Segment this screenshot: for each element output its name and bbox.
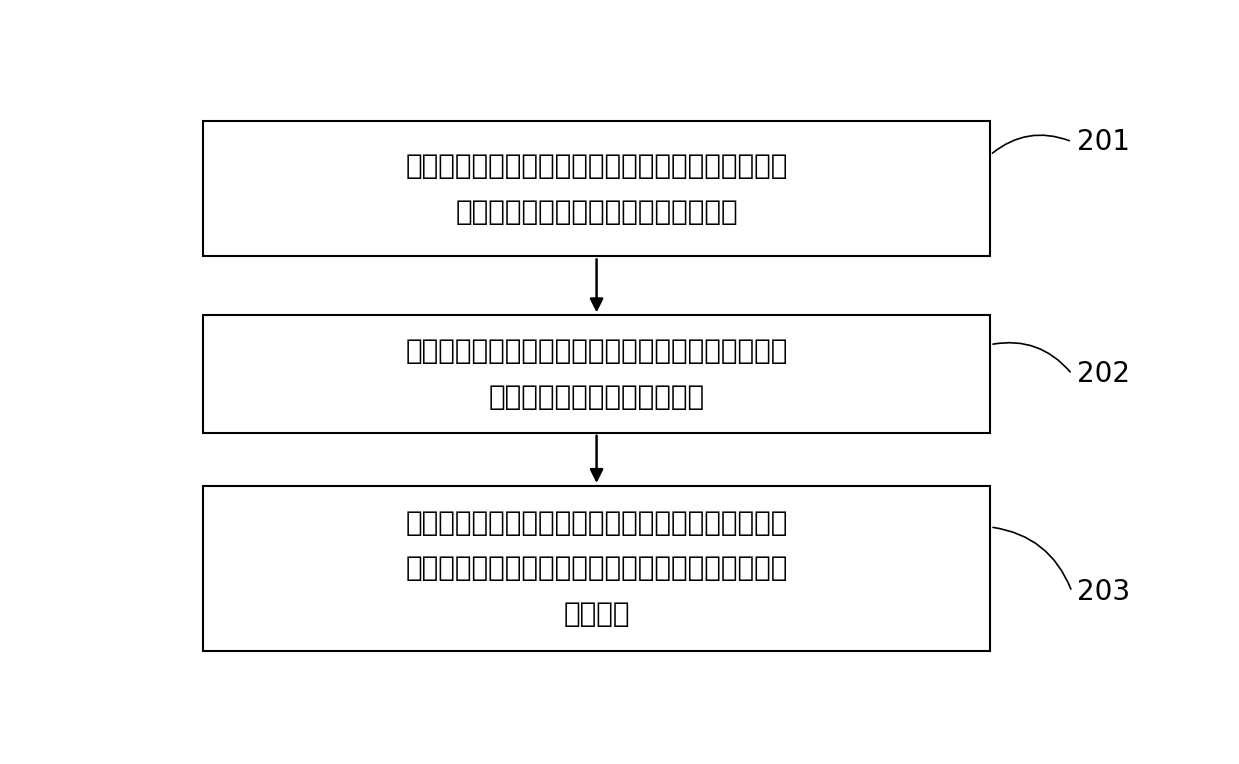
Bar	[203, 121, 990, 257]
Text: 根据所述目标中断模式和所述历史分配结果，在所述
至少两个处理器核中确定向所述第一中断请求分配的
处理器核: 根据所述目标中断模式和所述历史分配结果，在所述 至少两个处理器核中确定向所述第一…	[405, 509, 788, 628]
Bar	[203, 316, 990, 433]
FancyArrowPatch shape	[992, 343, 1070, 372]
Text: 根据接收到的所述第一中断请求的中断类型，确定与
所述第一中断请求匹配的目标中断模式: 根据接收到的所述第一中断请求的中断类型，确定与 所述第一中断请求匹配的目标中断模…	[405, 152, 788, 225]
Text: 201: 201	[1077, 128, 1130, 156]
Text: 获取与所述第一中断请求的中断类型相同的已发生的
第二中断请求的历史分配结果: 获取与所述第一中断请求的中断类型相同的已发生的 第二中断请求的历史分配结果	[405, 337, 788, 411]
Bar	[203, 486, 990, 651]
Text: 202: 202	[1077, 360, 1130, 388]
Text: 203: 203	[1077, 578, 1130, 606]
FancyArrowPatch shape	[992, 135, 1069, 153]
FancyArrowPatch shape	[992, 527, 1070, 589]
